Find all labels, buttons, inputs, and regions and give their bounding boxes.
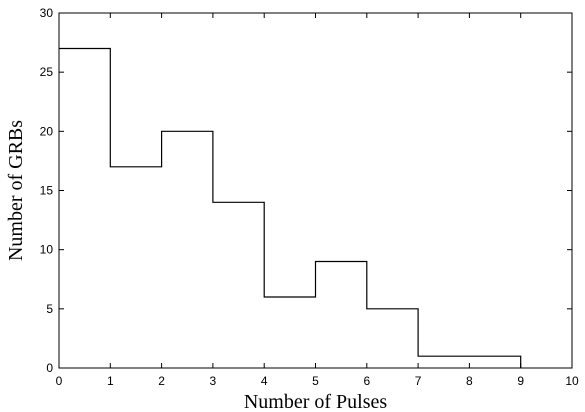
x-tick-label: 5 — [312, 374, 319, 388]
plot-area-frame — [58, 12, 573, 369]
y-tick-label: 20 — [40, 124, 54, 138]
x-tick-label: 4 — [261, 374, 268, 388]
x-tick-label: 1 — [107, 374, 114, 388]
x-axis-label: Number of Pulses — [244, 391, 388, 412]
x-tick-label: 6 — [363, 374, 370, 388]
y-tick-label: 5 — [46, 302, 53, 316]
x-tick-label: 0 — [56, 374, 63, 388]
y-tick-label: 15 — [40, 184, 54, 198]
x-tick-label: 9 — [517, 374, 524, 388]
x-tick-label: 3 — [210, 374, 217, 388]
y-tick-label: 25 — [40, 65, 54, 79]
y-tick-label: 0 — [46, 361, 53, 375]
x-tick-label: 8 — [466, 374, 473, 388]
y-tick-label: 10 — [40, 243, 54, 257]
y-axis-label: Number of GRBs — [5, 120, 27, 261]
x-tick-label: 10 — [565, 374, 579, 388]
x-axis-ticks: 0 1 2 3 4 5 6 7 8 9 10 — [56, 13, 579, 388]
histogram-step-line — [59, 47, 522, 368]
x-tick-label: 2 — [158, 374, 165, 388]
x-tick-label: 7 — [415, 374, 422, 388]
y-axis-ticks: 0 5 10 15 20 25 30 — [40, 6, 572, 375]
y-tick-label: 30 — [40, 6, 54, 20]
